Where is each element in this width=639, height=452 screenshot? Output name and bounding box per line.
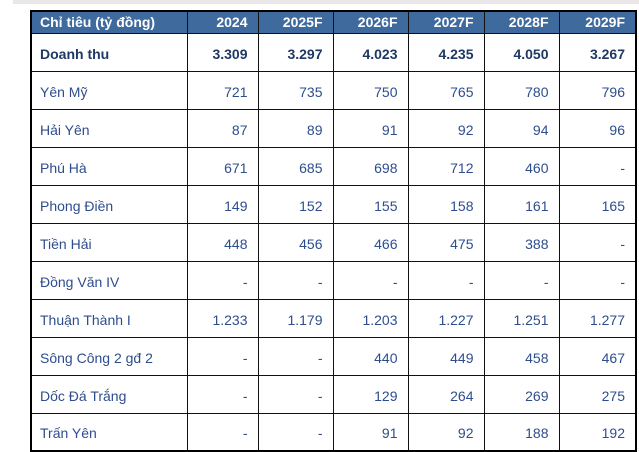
- value-cell: 456: [257, 222, 334, 262]
- table-row-doc-da-trang: Dốc Đá Trắng - - 129 264 269 275: [30, 374, 637, 414]
- value-cell: 94: [483, 108, 560, 148]
- value-cell: 671: [186, 146, 259, 186]
- value-cell: 91: [332, 412, 409, 452]
- value-cell: 466: [332, 222, 409, 262]
- row-label-cell: Doanh thu: [30, 32, 188, 72]
- header-label: Chỉ tiêu (tỷ đồng): [30, 10, 188, 34]
- value-cell: 721: [186, 70, 259, 110]
- value-cell: 188: [483, 412, 560, 452]
- value-cell: -: [558, 146, 637, 186]
- value-cell: 92: [407, 108, 485, 148]
- value-cell: -: [257, 374, 334, 414]
- value-cell: 796: [558, 70, 637, 110]
- value-cell: 129: [332, 374, 409, 414]
- row-label-cell: Thuận Thành I: [30, 298, 188, 338]
- table-row-tien-hai: Tiền Hải 448 456 466 475 388 -: [30, 222, 637, 262]
- value-cell: 460: [483, 146, 560, 186]
- value-cell: 388: [483, 222, 560, 262]
- table-row-song-cong-2: Sông Công 2 gđ 2 - - 440 449 458 467: [30, 336, 637, 376]
- value-cell: -: [407, 260, 485, 300]
- value-cell: 698: [332, 146, 409, 186]
- value-cell: 92: [407, 412, 485, 452]
- row-label-cell: Tiền Hải: [30, 222, 188, 262]
- table-row-hai-yen: Hải Yên 87 89 91 92 94 96: [30, 108, 637, 148]
- row-label-cell: Hải Yên: [30, 108, 188, 148]
- header-col-2028f: 2028F: [483, 10, 560, 34]
- value-cell: 440: [332, 336, 409, 376]
- value-cell: 149: [186, 184, 259, 224]
- value-cell: 264: [407, 374, 485, 414]
- value-cell: -: [257, 336, 334, 376]
- value-cell: 1.233: [186, 298, 259, 338]
- value-cell: 780: [483, 70, 560, 110]
- table-row-yen-my: Yên Mỹ 721 735 750 765 780 796: [30, 70, 637, 110]
- value-cell: -: [186, 336, 259, 376]
- value-cell: 3.309: [186, 32, 259, 72]
- value-cell: 3.267: [558, 32, 637, 72]
- value-cell: -: [186, 260, 259, 300]
- header-col-2024: 2024: [186, 10, 259, 34]
- value-cell: 448: [186, 222, 259, 262]
- value-cell: 3.297: [257, 32, 334, 72]
- value-cell: 158: [407, 184, 485, 224]
- table-header-row: Chỉ tiêu (tỷ đồng) 2024 2025F 2026F 2027…: [30, 10, 637, 34]
- value-cell: 1.227: [407, 298, 485, 338]
- value-cell: 155: [332, 184, 409, 224]
- value-cell: 161: [483, 184, 560, 224]
- table-row-phu-ha: Phú Hà 671 685 698 712 460 -: [30, 146, 637, 186]
- row-label-cell: Yên Mỹ: [30, 70, 188, 110]
- value-cell: 96: [558, 108, 637, 148]
- value-cell: -: [257, 260, 334, 300]
- value-cell: 765: [407, 70, 485, 110]
- value-cell: 4.050: [483, 32, 560, 72]
- value-cell: 685: [257, 146, 334, 186]
- value-cell: -: [332, 260, 409, 300]
- value-cell: -: [257, 412, 334, 452]
- value-cell: 275: [558, 374, 637, 414]
- value-cell: 165: [558, 184, 637, 224]
- table-row-doanh-thu: Doanh thu 3.309 3.297 4.023 4.235 4.050 …: [30, 32, 637, 72]
- value-cell: 458: [483, 336, 560, 376]
- value-cell: 1.203: [332, 298, 409, 338]
- row-label-cell: Phong Điền: [30, 184, 188, 224]
- value-cell: 89: [257, 108, 334, 148]
- header-col-2027f: 2027F: [407, 10, 485, 34]
- table-row-dong-van-iv: Đồng Văn IV - - - - - -: [30, 260, 637, 300]
- value-cell: 750: [332, 70, 409, 110]
- value-cell: 269: [483, 374, 560, 414]
- value-cell: 475: [407, 222, 485, 262]
- value-cell: 1.179: [257, 298, 334, 338]
- value-cell: 87: [186, 108, 259, 148]
- value-cell: 152: [257, 184, 334, 224]
- value-cell: -: [186, 374, 259, 414]
- header-col-2026f: 2026F: [332, 10, 409, 34]
- value-cell: 1.277: [558, 298, 637, 338]
- value-cell: -: [558, 222, 637, 262]
- value-cell: 4.235: [407, 32, 485, 72]
- table-row-thuan-thanh-i: Thuận Thành I 1.233 1.179 1.203 1.227 1.…: [30, 298, 637, 338]
- row-label-cell: Đồng Văn IV: [30, 260, 188, 300]
- value-cell: -: [483, 260, 560, 300]
- top-edge-artifact: [13, 0, 639, 4]
- value-cell: -: [186, 412, 259, 452]
- value-cell: 4.023: [332, 32, 409, 72]
- value-cell: 735: [257, 70, 334, 110]
- value-cell: 712: [407, 146, 485, 186]
- row-label-cell: Trấn Yên: [30, 412, 188, 452]
- header-col-2025f: 2025F: [257, 10, 334, 34]
- row-label-cell: Dốc Đá Trắng: [30, 374, 188, 414]
- revenue-table: Chỉ tiêu (tỷ đồng) 2024 2025F 2026F 2027…: [30, 10, 637, 452]
- row-label-cell: Phú Hà: [30, 146, 188, 186]
- value-cell: -: [558, 260, 637, 300]
- value-cell: 449: [407, 336, 485, 376]
- value-cell: 91: [332, 108, 409, 148]
- table-row-tran-yen: Trấn Yên - - 91 92 188 192: [30, 412, 637, 452]
- row-label-cell: Sông Công 2 gđ 2: [30, 336, 188, 376]
- value-cell: 467: [558, 336, 637, 376]
- value-cell: 1.251: [483, 298, 560, 338]
- table-row-phong-dien: Phong Điền 149 152 155 158 161 165: [30, 184, 637, 224]
- header-col-2029f: 2029F: [558, 10, 637, 34]
- value-cell: 192: [558, 412, 637, 452]
